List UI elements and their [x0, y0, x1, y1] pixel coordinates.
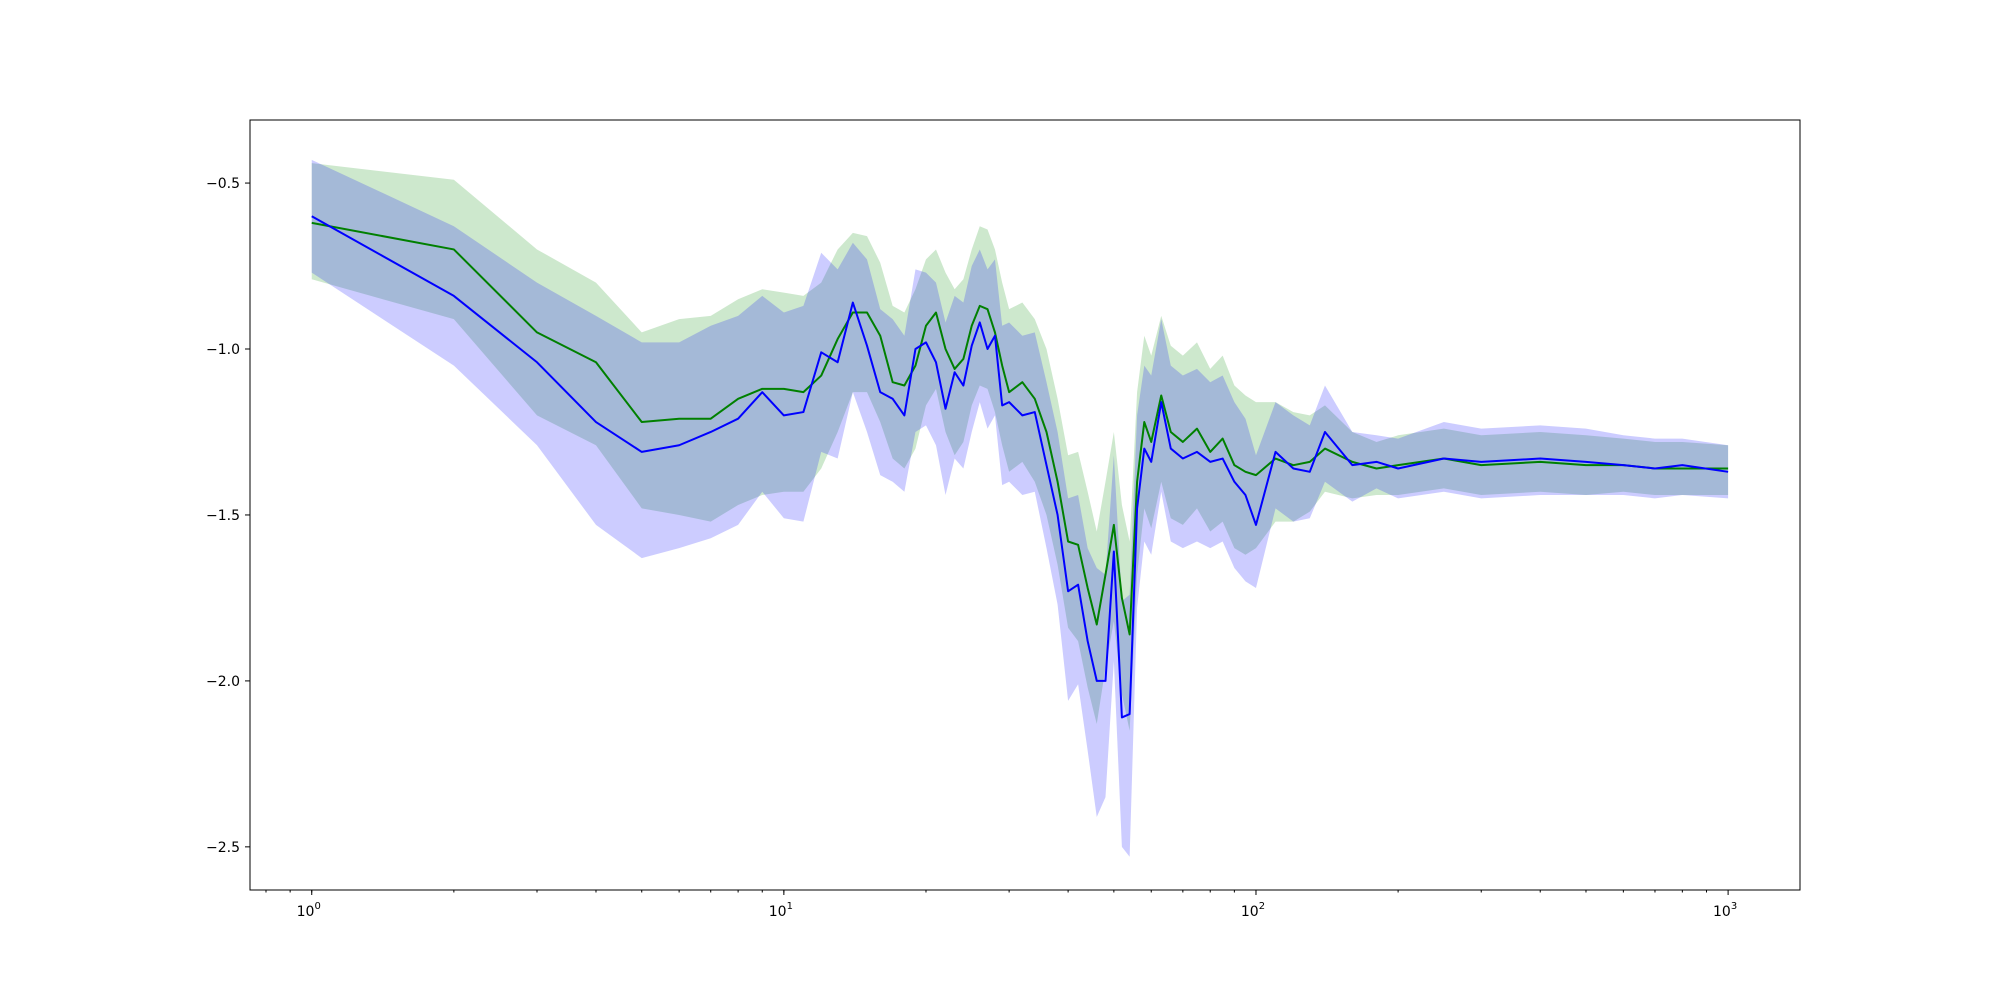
plot-frame: [249, 119, 1801, 891]
confidence-bands: [311, 159, 1729, 857]
series-line-1: [311, 215, 1729, 719]
series-line-0: [311, 221, 1729, 636]
y-axis-ticks: −0.5 −1.0 −1.5 −2.0 −2.5: [206, 176, 250, 856]
y-tick-label: −1.5: [206, 508, 240, 524]
y-tick-label: −1.0: [206, 342, 240, 358]
y-tick-label: −2.0: [206, 674, 240, 690]
series-band-1: [311, 159, 1729, 857]
series-band-0: [311, 163, 1729, 731]
y-tick-label: −2.5: [206, 840, 240, 856]
y-tick-label: −0.5: [206, 176, 240, 192]
series-lines: [311, 215, 1729, 719]
